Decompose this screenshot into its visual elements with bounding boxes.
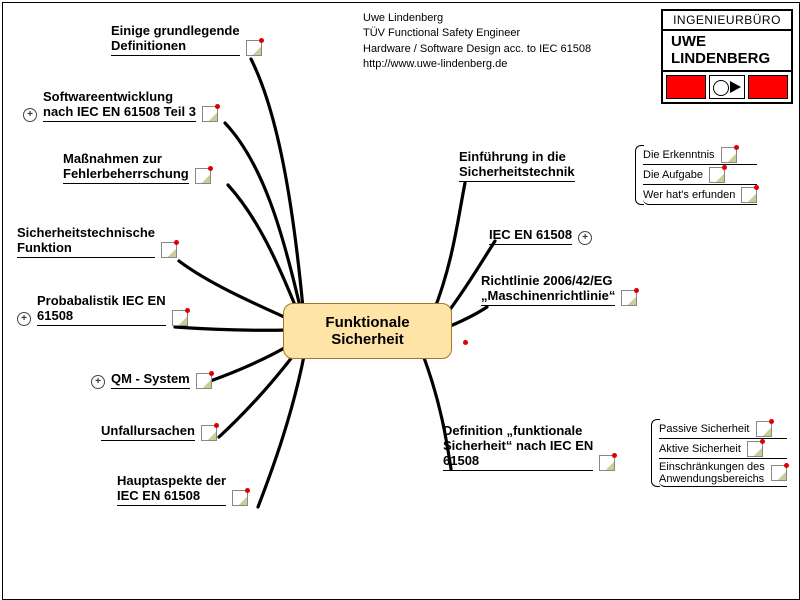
sub-list: Die Erkenntnis Die Aufgabe Wer hat's erfun… xyxy=(643,145,757,205)
branch-sitech[interactable]: SicherheitstechnischeFunktion xyxy=(17,225,237,258)
branch-qm[interactable]: + QM - System xyxy=(91,371,251,389)
mindmap-canvas: Uwe Lindenberg TÜV Functional Safety Eng… xyxy=(2,2,800,600)
sub-item-label: Die Erkenntnis xyxy=(643,149,715,161)
branch-haupt[interactable]: Hauptaspekte derIEC EN 61508 xyxy=(117,473,317,506)
sub-item[interactable]: Wer hat's erfunden xyxy=(643,185,757,205)
note-icon[interactable] xyxy=(232,490,248,506)
sub-item[interactable]: Die Aufgabe xyxy=(643,165,757,185)
branch-prob[interactable]: + Probabalistik IEC EN61508 xyxy=(17,293,232,326)
expand-icon[interactable]: + xyxy=(91,375,105,389)
logo-name: UWE LINDENBERG xyxy=(663,31,791,72)
note-icon[interactable] xyxy=(621,290,637,306)
sub-item[interactable]: Aktive Sicherheit xyxy=(659,439,787,459)
sub-item[interactable]: Die Erkenntnis xyxy=(643,145,757,165)
branch-label: Definition „funktionaleSicherheit“ nach … xyxy=(443,423,593,471)
note-icon[interactable] xyxy=(195,168,211,184)
header-line: http://www.uwe-lindenberg.de xyxy=(363,57,591,72)
expand-icon[interactable]: + xyxy=(578,231,592,245)
note-icon[interactable] xyxy=(451,343,465,357)
branch-label: Maßnahmen zurFehlerbeherrschung xyxy=(63,151,189,184)
expand-icon[interactable]: + xyxy=(17,312,31,326)
branch-swdev[interactable]: + Softwareentwicklungnach IEC EN 61508 Te… xyxy=(23,89,283,122)
branch-label: IEC EN 61508 xyxy=(489,227,572,245)
branch-fehler[interactable]: Maßnahmen zurFehlerbeherrschung xyxy=(63,151,283,184)
note-icon[interactable] xyxy=(721,147,737,163)
branch-label: Einige grundlegendeDefinitionen xyxy=(111,23,240,56)
branch-label: SicherheitstechnischeFunktion xyxy=(17,225,155,258)
note-icon[interactable] xyxy=(202,106,218,122)
branch-label: Softwareentwicklungnach IEC EN 61508 Tei… xyxy=(43,89,196,122)
sub-list: Passive Sicherheit Aktive Sicherheit Einsc… xyxy=(659,419,787,487)
branch-label: Richtlinie 2006/42/EG„Maschinenrichtlini… xyxy=(481,273,615,306)
header-line: Hardware / Software Design acc. to IEC 6… xyxy=(363,42,591,57)
sub-item[interactable]: Einschränkungen desAnwendungsbereichs xyxy=(659,459,787,487)
branch-einf[interactable]: Einführung in dieSicherheitstechnik xyxy=(459,149,659,182)
branch-label: Hauptaspekte derIEC EN 61508 xyxy=(117,473,226,506)
center-node[interactable]: Funktionale Sicherheit xyxy=(283,303,452,359)
branch-label: Einführung in dieSicherheitstechnik xyxy=(459,149,575,182)
header-line: TÜV Functional Safety Engineer xyxy=(363,26,591,41)
logo-symbol xyxy=(663,72,791,102)
note-icon[interactable] xyxy=(756,421,772,437)
logo-red-bar xyxy=(666,75,706,99)
expand-icon[interactable]: + xyxy=(23,108,37,122)
note-icon[interactable] xyxy=(599,455,615,471)
note-icon[interactable] xyxy=(771,465,787,481)
branch-label: QM - System xyxy=(111,371,190,389)
note-icon[interactable] xyxy=(172,310,188,326)
bracket-icon xyxy=(651,419,660,487)
branch-richt[interactable]: Richtlinie 2006/42/EG„Maschinenrichtlini… xyxy=(481,273,711,306)
sub-item-label: Die Aufgabe xyxy=(643,169,703,181)
note-icon[interactable] xyxy=(709,167,725,183)
note-icon[interactable] xyxy=(747,441,763,457)
branch-label: Unfallursachen xyxy=(101,423,195,441)
note-icon[interactable] xyxy=(161,242,177,258)
header-line: Uwe Lindenberg xyxy=(363,11,591,26)
branch-defs[interactable]: Einige grundlegendeDefinitionen xyxy=(111,23,331,56)
sub-item[interactable]: Passive Sicherheit xyxy=(659,419,787,439)
header-text: Uwe Lindenberg TÜV Functional Safety Eng… xyxy=(363,11,591,73)
sub-item-label: Passive Sicherheit xyxy=(659,423,750,435)
note-icon[interactable] xyxy=(246,40,262,56)
note-icon[interactable] xyxy=(196,373,212,389)
logo-top: INGENIEURBÜRO xyxy=(663,11,791,31)
branch-label: Probabalistik IEC EN61508 xyxy=(37,293,166,326)
logo-transistor-icon xyxy=(709,75,745,99)
logo-red-bar xyxy=(748,75,788,99)
branch-deffs[interactable]: Definition „funktionaleSicherheit“ nach … xyxy=(443,423,673,471)
sub-item-label: Einschränkungen desAnwendungsbereichs xyxy=(659,461,765,485)
sub-item-label: Wer hat's erfunden xyxy=(643,189,735,201)
sub-item-label: Aktive Sicherheit xyxy=(659,443,741,455)
branch-iec[interactable]: IEC EN 61508 + xyxy=(489,227,649,245)
branch-unfall[interactable]: Unfallursachen xyxy=(101,423,276,441)
bracket-icon xyxy=(635,145,644,205)
center-label: Sicherheit xyxy=(331,331,404,348)
note-icon[interactable] xyxy=(741,187,757,203)
center-label: Funktionale xyxy=(325,314,409,331)
logo: INGENIEURBÜRO UWE LINDENBERG xyxy=(661,9,793,104)
note-icon[interactable] xyxy=(201,425,217,441)
